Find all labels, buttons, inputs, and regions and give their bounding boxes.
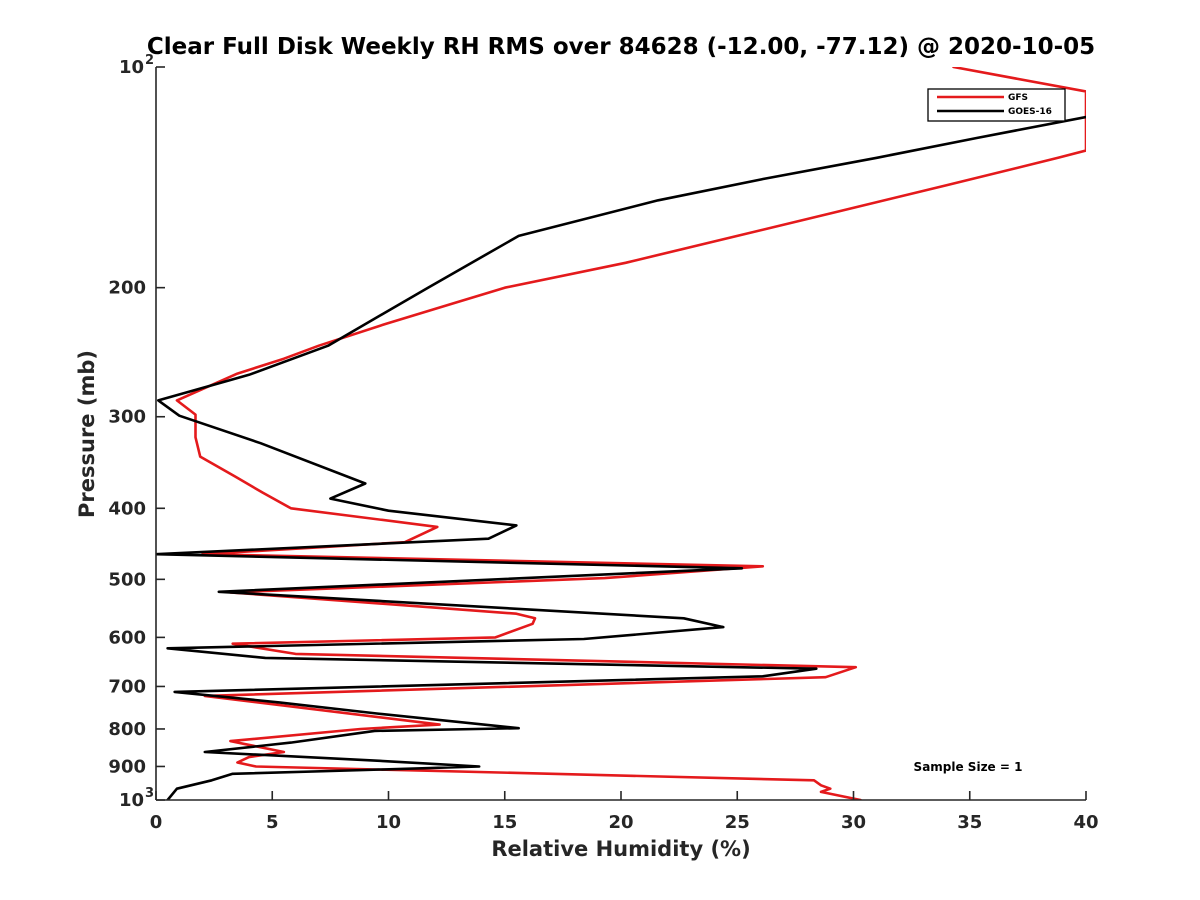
y-tick-label: 700 <box>108 676 146 697</box>
series-line-goes16 <box>156 115 1086 800</box>
y-tick-label: 500 <box>108 569 146 590</box>
x-tick-label: 30 <box>841 812 866 833</box>
y-axis-label: Pressure (mb) <box>75 350 99 518</box>
y-tick-exponent: 3 <box>145 786 154 801</box>
y-tick-exponent: 2 <box>145 53 154 68</box>
sample-size-annotation: Sample Size = 1 <box>914 760 1023 774</box>
y-tick-label: 10 <box>119 790 144 811</box>
legend-label-goes16: GOES-16 <box>1008 107 1052 117</box>
x-tick-label: 10 <box>376 812 401 833</box>
x-axis-label: Relative Humidity (%) <box>491 837 750 861</box>
x-axis-ticks: 0 5 10 15 20 25 30 35 40 <box>150 791 1099 833</box>
x-tick-label: 0 <box>150 812 163 833</box>
x-tick-label: 5 <box>266 812 279 833</box>
x-tick-label: 20 <box>608 812 633 833</box>
legend-label-gfs: GFS <box>1008 93 1028 103</box>
y-tick-label: 400 <box>108 498 146 519</box>
y-tick-label: 800 <box>108 719 146 740</box>
series-layer <box>156 67 1086 800</box>
y-tick-label: 200 <box>108 278 146 299</box>
x-tick-label: 35 <box>957 812 982 833</box>
y-tick-label: 900 <box>108 756 146 777</box>
y-tick-label: 10 <box>119 57 144 78</box>
y-tick-label: 600 <box>108 627 146 648</box>
legend: GFS GOES-16 <box>927 88 1066 122</box>
chart-title: Clear Full Disk Weekly RH RMS over 84628… <box>147 34 1095 60</box>
legend-box <box>927 88 1066 122</box>
x-tick-label: 25 <box>725 812 750 833</box>
x-tick-label: 40 <box>1073 812 1098 833</box>
series-line-gfs <box>175 67 1086 800</box>
x-tick-label: 15 <box>492 812 517 833</box>
y-tick-label: 300 <box>108 407 146 428</box>
